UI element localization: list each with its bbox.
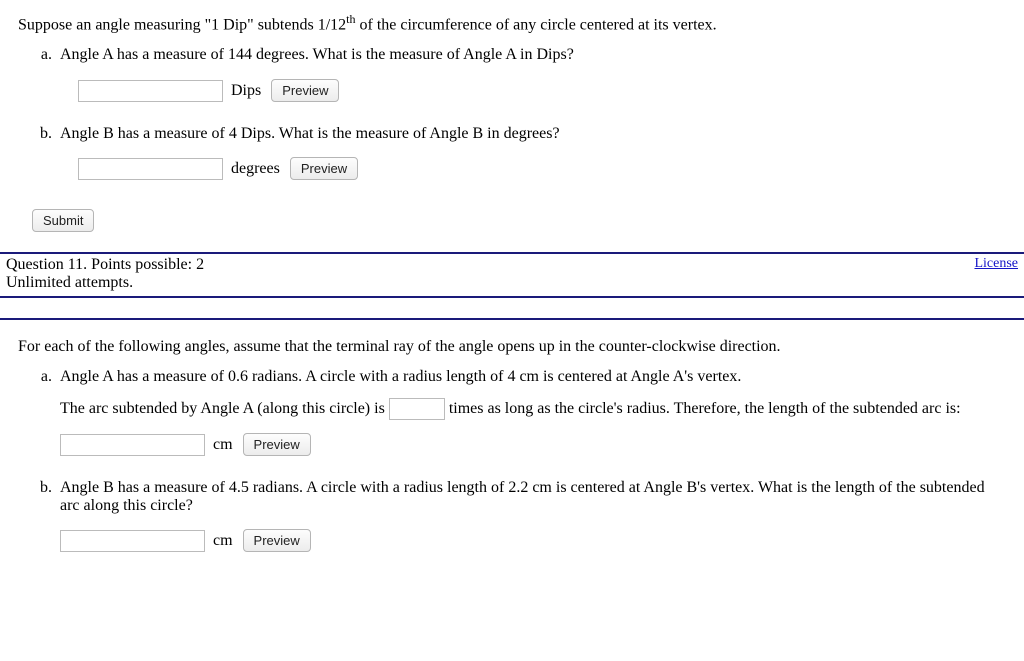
q11-part-b: Angle B has a measure of 4.5 radians. A … bbox=[56, 479, 1006, 555]
q11-a-unit: cm bbox=[213, 436, 233, 453]
q11-b-input[interactable] bbox=[60, 530, 205, 552]
meta-line1: Question 11. Points possible: 2 bbox=[6, 256, 204, 274]
q10-stem: Suppose an angle measuring "1 Dip" subte… bbox=[18, 12, 1006, 34]
q11-stem: For each of the following angles, assume… bbox=[18, 338, 1006, 356]
q10-b-input[interactable] bbox=[78, 158, 223, 180]
q10-parts-list: Angle A has a measure of 144 degrees. Wh… bbox=[18, 46, 1006, 183]
q11-a-line-pre: The arc subtended by Angle A (along this… bbox=[60, 400, 389, 417]
q11-part-a: Angle A has a measure of 0.6 radians. A … bbox=[56, 368, 1006, 459]
q10-a-preview-button[interactable]: Preview bbox=[271, 79, 339, 102]
question-11-block: For each of the following angles, assume… bbox=[0, 318, 1024, 589]
question-11-meta-bar: Question 11. Points possible: 2 Unlimite… bbox=[0, 254, 1024, 298]
q11-a-line-post: times as long as the circle's radius. Th… bbox=[449, 400, 961, 417]
meta-left: Question 11. Points possible: 2 Unlimite… bbox=[6, 256, 204, 292]
q10-a-input[interactable] bbox=[78, 80, 223, 102]
q10-submit-button[interactable]: Submit bbox=[32, 209, 94, 232]
q11-b-answer-row: cm Preview bbox=[60, 527, 1006, 555]
q11-a-answer-row: cm Preview bbox=[60, 430, 1006, 458]
q11-a-arc-input[interactable] bbox=[60, 434, 205, 456]
q10-part-b: Angle B has a measure of 4 Dips. What is… bbox=[56, 125, 1006, 183]
q10-a-prompt: Angle A has a measure of 144 degrees. Wh… bbox=[60, 46, 1006, 64]
question-10-block: Suppose an angle measuring "1 Dip" subte… bbox=[0, 0, 1024, 254]
license-link[interactable]: License bbox=[974, 256, 1018, 272]
q10-a-answer-row: Dips Preview bbox=[60, 76, 1006, 104]
q11-a-preview-button[interactable]: Preview bbox=[243, 433, 311, 456]
q10-stem-pre: Suppose an angle measuring "1 Dip" subte… bbox=[18, 16, 346, 33]
q11-b-prompt: Angle B has a measure of 4.5 radians. A … bbox=[60, 479, 1006, 515]
q11-b-unit: cm bbox=[213, 532, 233, 549]
meta-line2: Unlimited attempts. bbox=[6, 274, 204, 292]
q10-part-a: Angle A has a measure of 144 degrees. Wh… bbox=[56, 46, 1006, 104]
q10-b-preview-button[interactable]: Preview bbox=[290, 157, 358, 180]
q10-b-prompt: Angle B has a measure of 4 Dips. What is… bbox=[60, 125, 1006, 143]
q10-b-unit: degrees bbox=[231, 160, 280, 177]
q10-stem-post: of the circumference of any circle cente… bbox=[355, 16, 716, 33]
q11-b-preview-button[interactable]: Preview bbox=[243, 529, 311, 552]
q11-parts-list: Angle A has a measure of 0.6 radians. A … bbox=[18, 368, 1006, 555]
q11-a-prompt: Angle A has a measure of 0.6 radians. A … bbox=[60, 368, 1006, 386]
q11-a-inline-para: The arc subtended by Angle A (along this… bbox=[60, 398, 1006, 420]
q10-b-answer-row: degrees Preview bbox=[60, 155, 1006, 183]
q10-a-unit: Dips bbox=[231, 82, 261, 99]
q11-a-ratio-input[interactable] bbox=[389, 398, 445, 420]
